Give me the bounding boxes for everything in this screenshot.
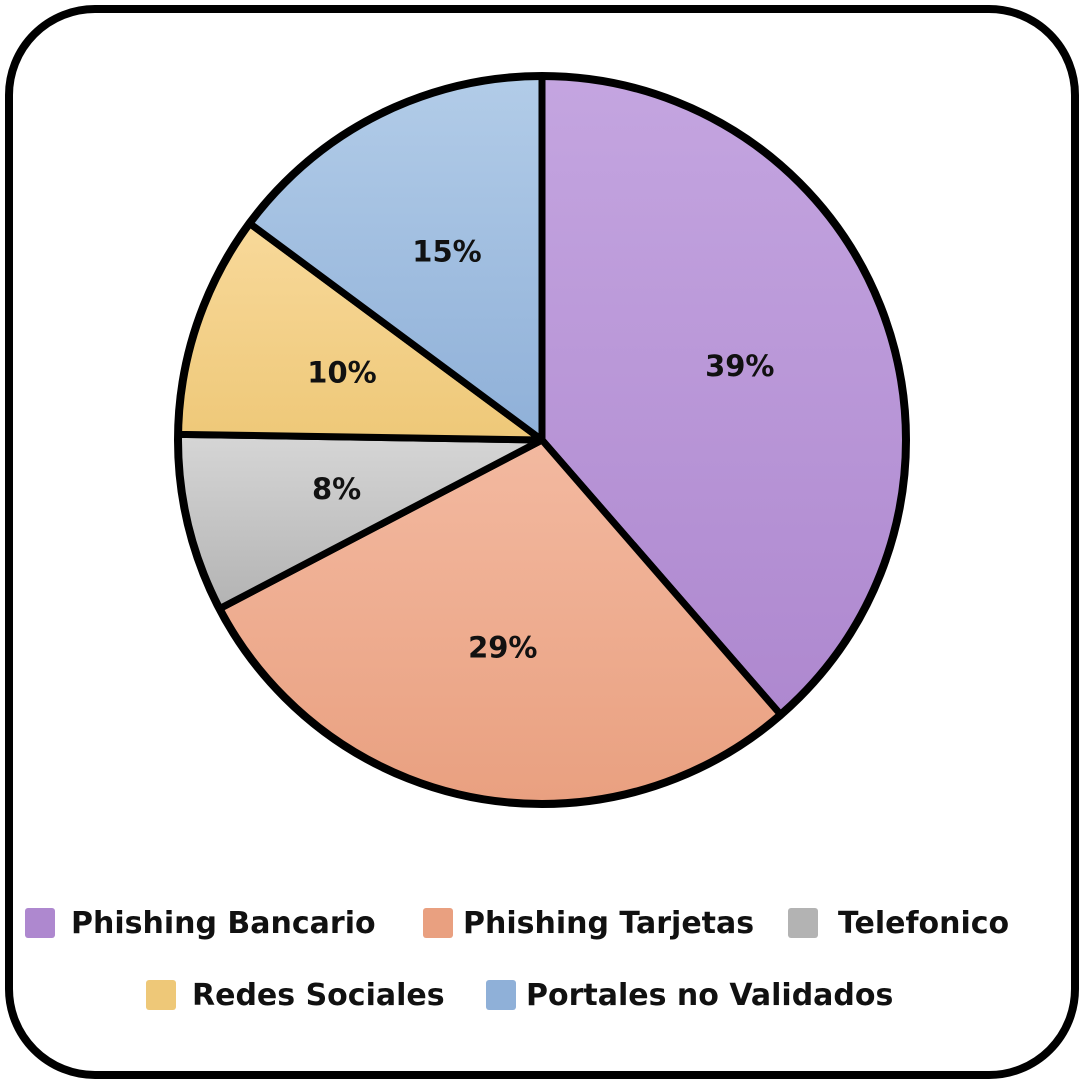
legend-row-2: Redes Sociales Portales no Validados [0, 972, 1080, 1022]
legend-row-1: Phishing Bancario Phishing Tarjetas Tele… [0, 900, 1080, 950]
pie-slice-labels: 39% 29% 8% 10% 15% [307, 234, 774, 664]
legend-swatch-telefonico [788, 908, 818, 938]
legend-swatch-portales-no-validados [486, 980, 516, 1010]
slice-label-phishing-bancario: 39% [705, 349, 774, 383]
slice-label-portales-no-validados: 15% [412, 234, 481, 268]
legend-label-phishing-bancario: Phishing Bancario [71, 906, 376, 941]
slice-label-telefonico: 8% [312, 472, 361, 506]
slice-label-phishing-tarjetas: 29% [468, 631, 537, 665]
legend-label-portales-no-validados: Portales no Validados [526, 978, 894, 1013]
slice-label-redes-sociales: 10% [307, 355, 376, 389]
legend-label-telefonico: Telefonico [838, 906, 1010, 941]
pie-chart: 39% 29% 8% 10% 15% [174, 72, 910, 808]
pie-outline [174, 72, 910, 808]
legend-swatch-phishing-bancario [25, 908, 55, 938]
legend-swatch-redes-sociales [146, 980, 176, 1010]
pie-slices [174, 72, 910, 808]
legend-label-phishing-tarjetas: Phishing Tarjetas [463, 906, 755, 941]
legend-swatch-phishing-tarjetas [423, 908, 453, 938]
legend-label-redes-sociales: Redes Sociales [192, 978, 445, 1013]
